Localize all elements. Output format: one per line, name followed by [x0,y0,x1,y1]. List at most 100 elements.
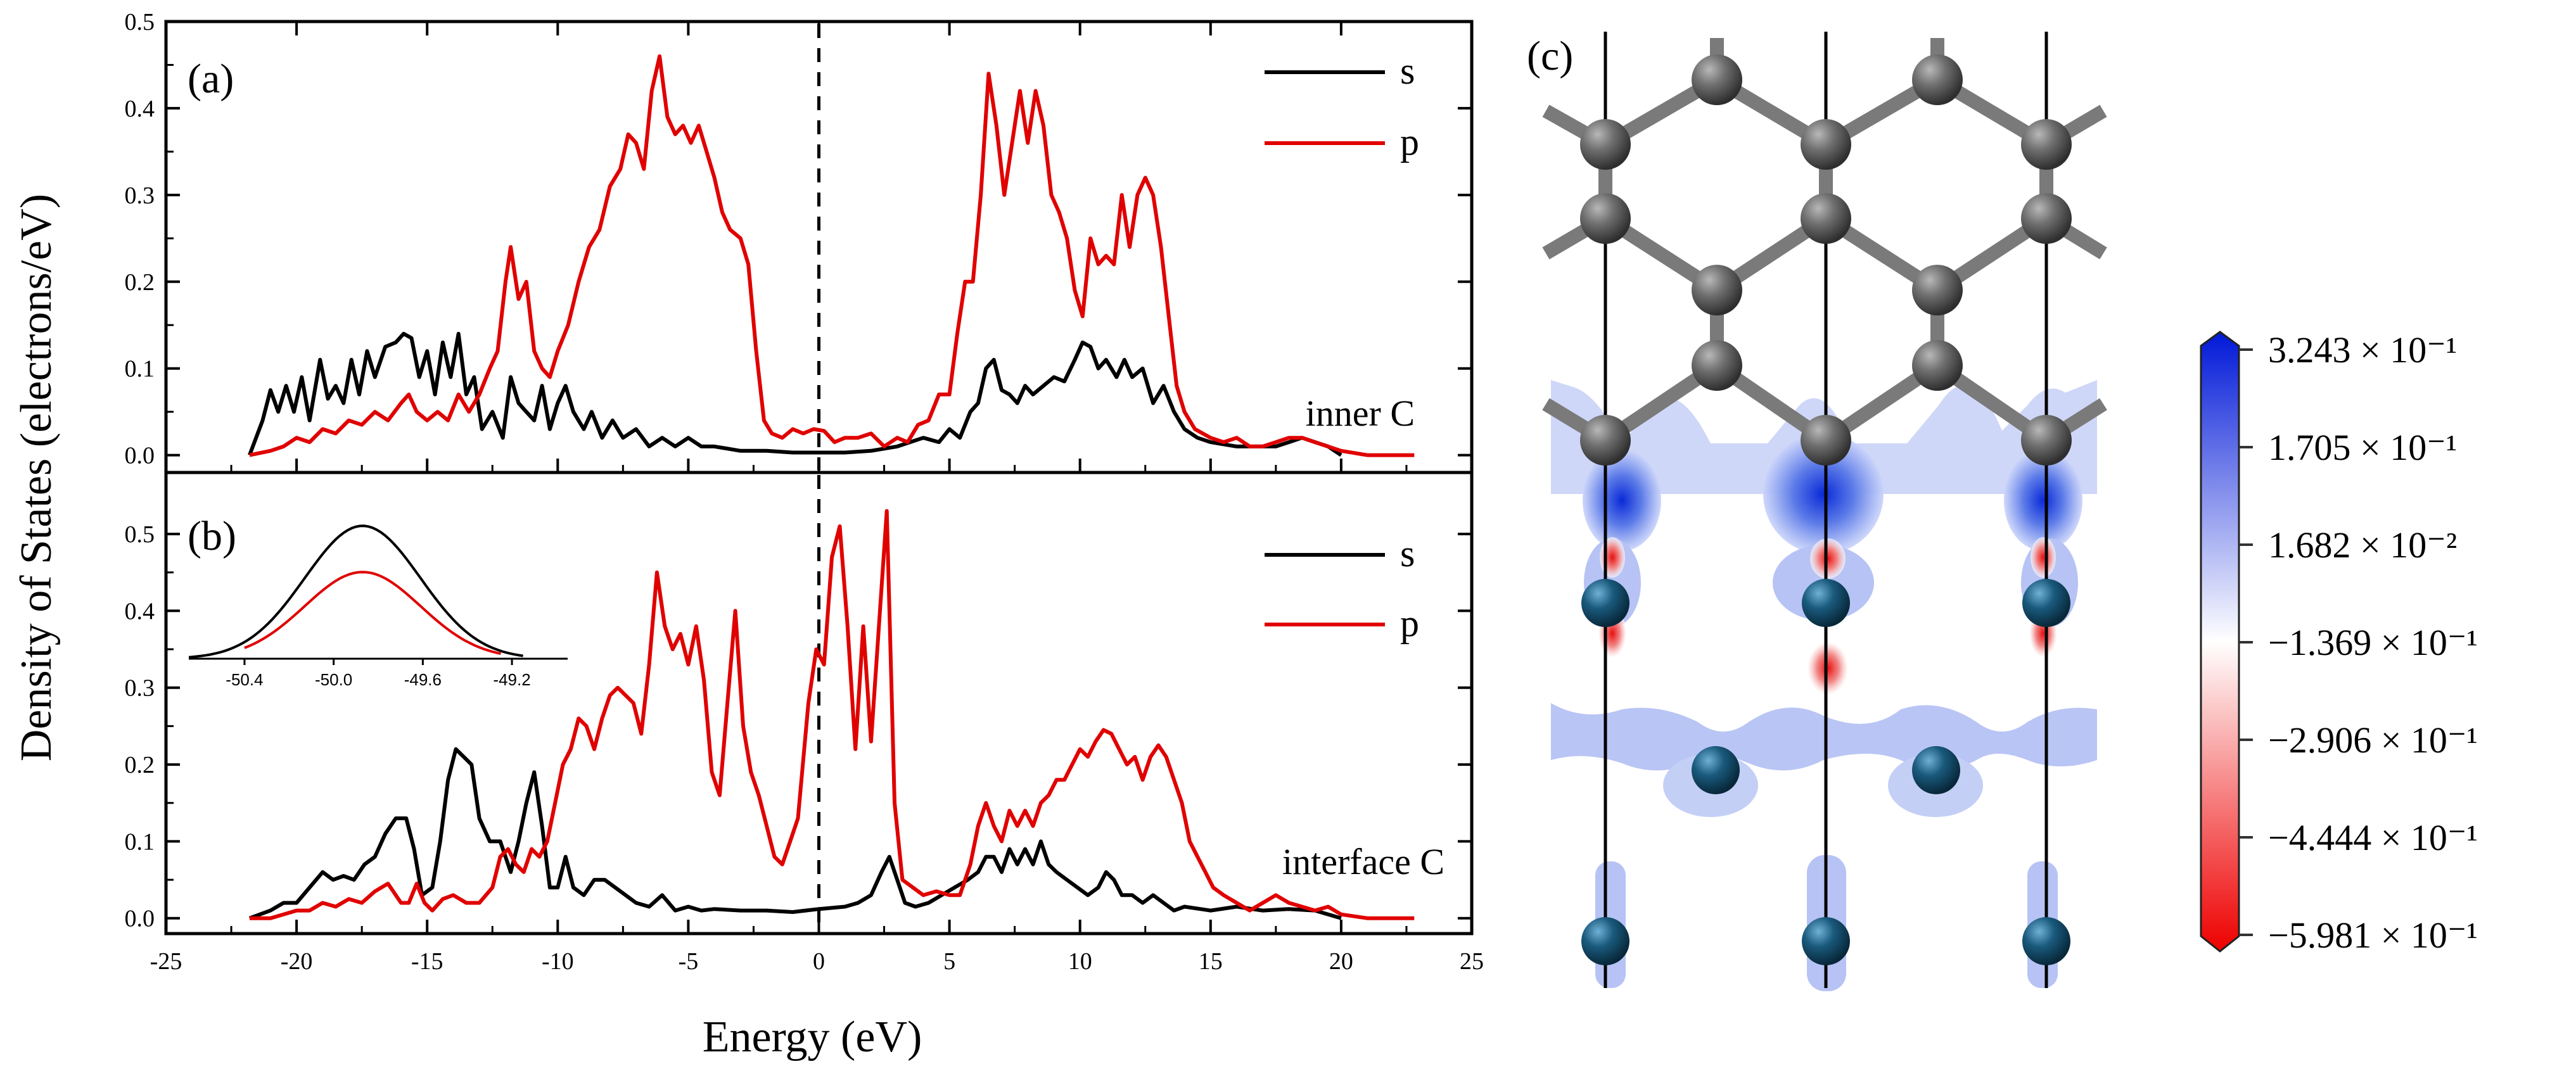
x-axis: -25 -20 -15 -10 -5 0 5 10 15 20 25 [150,920,1484,975]
legend-b: s p [1265,533,1419,644]
x-tick-label: -10 [542,948,574,975]
panel-a-y-axis: 0.0 0.1 0.2 0.3 0.4 0.5 [125,9,1472,469]
y-axis-title: Density of States (electrons/eV) [12,194,61,761]
red-lobe-left-a [1600,537,1625,578]
carbon-atom [1580,415,1631,466]
colorbar-tick-label: −5.981 × 10⁻¹ [2268,915,2478,956]
charge-density-map [1551,380,2097,991]
inset-plot: -50.4 -50.0 -49.6 -49.2 [189,524,568,689]
colorbar: 3.243 × 10⁻¹ 1.705 × 10⁻¹ 1.682 × 10⁻² −1.3… [2200,329,2478,956]
substrate-atom [2022,579,2070,627]
substrate-atom [1802,579,1850,627]
substrate-atom [1581,917,1629,965]
x-tick-label: -15 [411,948,443,975]
y-tick-label: 0.0 [125,906,155,932]
panel-a-label: (a) [188,56,234,102]
substrate-atom [2022,917,2070,965]
blue-lobe-right [2004,450,2082,551]
panel-b-y-axis: 0.0 0.1 0.2 0.3 0.4 0.5 [125,521,1472,932]
carbon-atom [2021,119,2072,170]
inset-curve-s [189,524,523,659]
red-lobe-center-b [1808,642,1848,695]
legend-b-s-label: s [1400,533,1415,574]
y-tick-label: 0.4 [125,96,155,122]
legend-a-p-label: p [1400,121,1419,163]
legend-a: s p [1265,50,1419,163]
substrate-atom [1692,746,1740,794]
x-tick-label: 5 [943,948,955,975]
carbon-atom [2021,193,2072,244]
colorbar-tick-label: 1.682 × 10⁻² [2268,524,2457,566]
substrate-atom [1912,746,1960,794]
red-lobe-center-a [1810,538,1846,579]
charge-cloud-band [1551,703,2097,771]
inset-curve-p [244,571,501,655]
inset-tick-label: -50.4 [226,670,263,689]
x-tick-label: 15 [1199,948,1223,975]
carbon-atom [1801,415,1851,466]
colorbar-bar [2200,331,2240,953]
blue-lobe-left [1583,450,1661,551]
carbon-atom [1801,193,1851,244]
y-tick-label: 0.3 [125,675,155,702]
y-tick-label: 0.2 [125,269,155,296]
x-tick-label: -25 [150,948,182,975]
dos-curve-b-s [248,747,1342,920]
y-tick-label: 0.5 [125,9,155,35]
y-tick-label: 0.1 [125,356,155,383]
y-tick-label: 0.3 [125,182,155,209]
panel-a-x-ticks [165,22,1473,472]
dos-plot-area: 0.00.10.20.30.40.5 (a) s p inner C 0.00.… [12,9,1484,1062]
carbon-atom [1801,119,1851,170]
dos-curve-a-s [248,331,1342,457]
colorbar-ticks: 3.243 × 10⁻¹ 1.705 × 10⁻¹ 1.682 × 10⁻² −1.3… [2239,329,2478,956]
x-axis-title: Energy (eV) [703,1013,922,1062]
x-tick-label: -5 [679,948,699,975]
carbon-atom [1912,54,1963,105]
carbon-atom [1912,265,1963,315]
carbon-atom [1692,54,1742,105]
annotation-interface-c: interface C [1282,841,1444,882]
y-tick-label: 0.0 [125,443,155,469]
carbon-atom [1580,193,1631,244]
x-tick-label: 0 [813,948,825,975]
colorbar-tick-label: 3.243 × 10⁻¹ [2268,329,2457,371]
inset-tick-label: -49.6 [404,670,442,689]
y-tick-label: 0.1 [125,828,155,855]
carbon-atom [2021,415,2072,466]
substrate-atom [1581,579,1629,627]
inset-tick-label: -50.0 [315,670,352,689]
panel-a: 0.0 0.1 0.2 0.3 0.4 0.5 (a) s p inner C [125,9,1473,472]
carbon-atoms [1580,54,2072,466]
carbon-atom [1692,265,1742,315]
dos-curve-b-p [249,509,1415,920]
dos-curve-a-p [249,54,1415,457]
x-tick-label: 25 [1460,948,1484,975]
blue-lobe-center [1763,434,1884,554]
colorbar-tick-label: 1.705 × 10⁻¹ [2268,427,2457,468]
x-tick-label: 20 [1329,948,1353,975]
carbon-atom [1580,119,1631,170]
panel-c-structure: (c) [1527,32,2107,991]
substrate-atom [1802,917,1850,965]
colorbar-tick-label: −4.444 × 10⁻¹ [2268,817,2478,858]
substrate-atoms [1581,579,2070,965]
inset-x-ticks: -50.4 -50.0 -49.6 -49.2 [226,659,531,689]
y-tick-label: 0.2 [125,752,155,778]
red-lobe-right-a [2031,537,2056,578]
carbon-atom [1912,340,1963,391]
panel-b-label: (b) [188,513,236,559]
legend-a-s-label: s [1400,50,1415,92]
inset-tick-label: -49.2 [493,670,530,689]
annotation-inner-c: inner C [1306,393,1415,434]
legend-b-p-label: p [1400,602,1419,644]
x-tick-label: -20 [281,948,313,975]
carbon-atom [1692,340,1742,391]
x-tick-label: 10 [1068,948,1092,975]
colorbar-tick-label: −2.906 × 10⁻¹ [2268,720,2478,761]
y-tick-label: 0.5 [125,521,155,548]
y-tick-label: 0.4 [125,598,155,625]
panel-c-label: (c) [1527,33,1573,79]
panel-b: 0.0 0.1 0.2 0.3 0.4 0.5 -25 -20 -15 -10 -5 0 5 10 15 2… [125,475,1484,975]
